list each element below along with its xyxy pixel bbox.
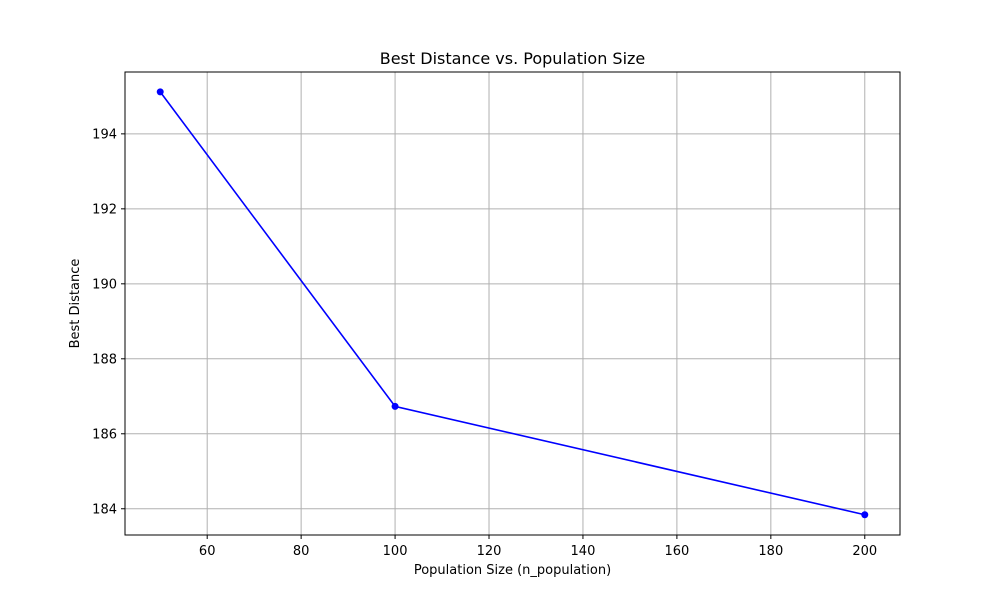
x-tick-label: 200 bbox=[852, 544, 877, 559]
series-line bbox=[159, 91, 865, 516]
chart-title: Best Distance vs. Population Size bbox=[380, 49, 646, 68]
series-layer bbox=[156, 88, 869, 519]
x-tick-label: 60 bbox=[199, 544, 216, 559]
y-tick-label: 194 bbox=[92, 127, 117, 142]
x-tick-label: 140 bbox=[571, 544, 596, 559]
y-tick-label: 190 bbox=[92, 277, 117, 292]
data-point bbox=[156, 88, 164, 96]
plot-area-frame bbox=[124, 71, 901, 536]
x-tick-label: 120 bbox=[477, 544, 502, 559]
y-axis-title: Best Distance bbox=[68, 259, 83, 349]
y-tick-label: 188 bbox=[92, 352, 117, 367]
data-point bbox=[391, 402, 399, 410]
y-tick-label: 186 bbox=[92, 427, 117, 442]
y-tick-label: 192 bbox=[92, 202, 117, 217]
x-tick-label: 100 bbox=[383, 544, 408, 559]
y-tick-label: 184 bbox=[92, 502, 117, 517]
grid-layer bbox=[125, 72, 900, 535]
x-axis-title: Population Size (n_population) bbox=[414, 563, 611, 578]
data-point bbox=[861, 511, 869, 519]
x-tick-label: 160 bbox=[664, 544, 689, 559]
x-tick-label: 80 bbox=[293, 544, 310, 559]
x-tick-label: 180 bbox=[758, 544, 783, 559]
tick-layer: 60 80 100 120 140 160 180 200 184 186 188 190 192 194 bbox=[92, 127, 877, 559]
